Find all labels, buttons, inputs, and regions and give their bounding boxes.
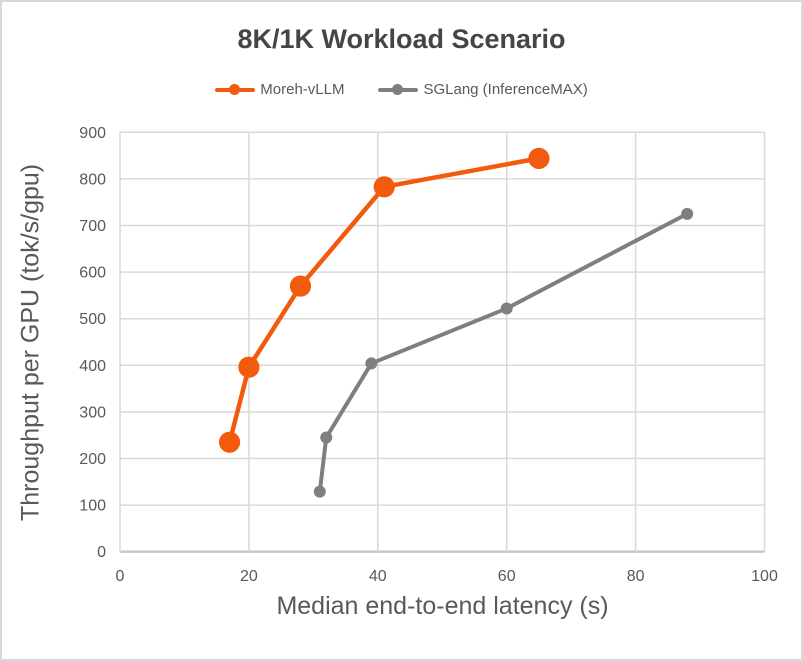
- data-point-series-1: [500, 302, 513, 315]
- x-tick-label: 100: [751, 568, 778, 585]
- series-line-0: [227, 156, 542, 445]
- y-tick-label: 200: [79, 451, 106, 468]
- y-tick-label: 900: [79, 125, 106, 142]
- legend-item-sglang: SGLang (InferenceMAX): [378, 80, 588, 98]
- legend-label-sglang: SGLang (InferenceMAX): [423, 80, 588, 98]
- y-tick-label: 800: [79, 171, 106, 188]
- x-tick-label: 0: [116, 568, 125, 585]
- x-axis-title: Median end-to-end latency (s): [276, 592, 609, 620]
- legend-item-moreh-vllm: Moreh-vLLM: [215, 81, 344, 98]
- series-line-1: [317, 211, 690, 494]
- legend-label-moreh: Moreh-vLLM: [260, 80, 345, 98]
- x-tick-label: 40: [369, 568, 387, 585]
- data-point-series-0: [238, 356, 260, 378]
- legend: Moreh-vLLM SGLang (InferenceMAX): [2, 76, 801, 102]
- legend-swatch-sglang: [378, 83, 419, 96]
- y-tick-label: 300: [79, 404, 106, 421]
- data-point-series-0: [528, 147, 550, 169]
- data-point-series-1: [320, 431, 333, 444]
- y-axis-title: Throughput per GPU (tok/s/gpu): [16, 163, 45, 521]
- data-point-series-0: [289, 275, 312, 297]
- y-tick-label: 700: [79, 218, 106, 235]
- x-tick-label: 60: [498, 568, 516, 585]
- data-point-series-0: [373, 176, 395, 198]
- data-point-series-1: [365, 357, 378, 370]
- y-tick-label: 400: [79, 358, 106, 375]
- y-tick-label: 0: [97, 544, 106, 561]
- y-tick-label: 500: [79, 311, 106, 328]
- data-point-series-1: [681, 207, 694, 220]
- x-tick-label: 20: [240, 568, 258, 585]
- legend-swatch-moreh: [215, 83, 256, 96]
- data-point-series-0: [218, 431, 241, 453]
- legend-dot-icon: [229, 83, 241, 95]
- legend-dot-icon: [392, 83, 404, 95]
- x-tick-label: 80: [627, 568, 645, 585]
- y-tick-label: 100: [79, 498, 106, 515]
- y-tick-label: 600: [79, 265, 106, 282]
- data-point-series-1: [313, 485, 326, 498]
- chart-title: 8K/1K Workload Scenario: [237, 24, 566, 54]
